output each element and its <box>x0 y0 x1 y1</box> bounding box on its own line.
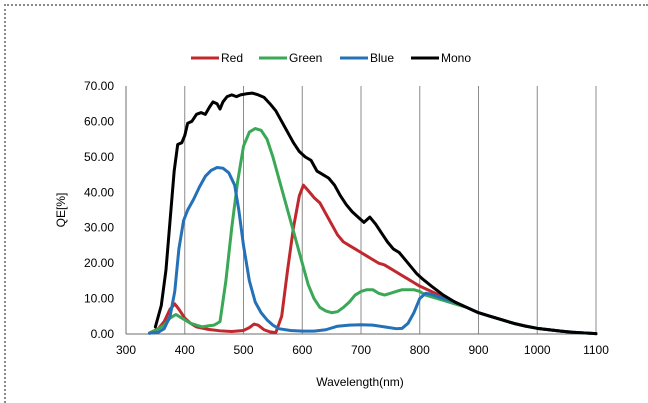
y-tick-label-30.00: 30.00 <box>84 221 114 235</box>
y-tick-label-50.00: 50.00 <box>84 150 114 164</box>
series-line-green <box>148 127 598 336</box>
x-tick-label-800: 800 <box>410 343 430 357</box>
x-axis-label: Wavelength(nm) <box>316 375 404 389</box>
x-tick-label-600: 600 <box>292 343 312 357</box>
legend: Red Green Blue Mono <box>191 51 471 65</box>
x-tick-label-400: 400 <box>175 343 195 357</box>
x-tick-label-1100: 1100 <box>583 343 609 357</box>
legend-label-blue: Blue <box>370 51 394 65</box>
y-tick-label-40.00: 40.00 <box>84 185 114 199</box>
y-axis-label: QE[%] <box>54 193 68 228</box>
x-tick-label-500: 500 <box>233 343 253 357</box>
y-tick-label-20.00: 20.00 <box>84 256 114 270</box>
legend-label-green: Green <box>289 51 322 65</box>
y-tick-label-0.00: 0.00 <box>91 327 115 341</box>
grid-layer <box>184 86 597 334</box>
axis-layer <box>125 86 596 335</box>
series-line-mono <box>153 91 598 336</box>
x-tick-label-300: 300 <box>116 343 136 357</box>
series-line-red <box>148 183 598 336</box>
series-line-blue <box>148 165 598 336</box>
legend-label-red: Red <box>221 51 243 65</box>
tick-label-layer: 300 400 500 600 700 800 900 1000 1100 0.00 10.00 20… <box>84 79 609 357</box>
y-tick-label-10.00: 10.00 <box>84 292 114 306</box>
legend-label-mono: Mono <box>441 51 471 65</box>
series-layer <box>148 91 598 336</box>
x-tick-label-900: 900 <box>468 343 488 357</box>
y-tick-label-60.00: 60.00 <box>84 114 114 128</box>
x-tick-label-1000: 1000 <box>524 343 551 357</box>
y-tick-label-70.00: 70.00 <box>84 79 114 93</box>
x-tick-label-700: 700 <box>351 343 371 357</box>
